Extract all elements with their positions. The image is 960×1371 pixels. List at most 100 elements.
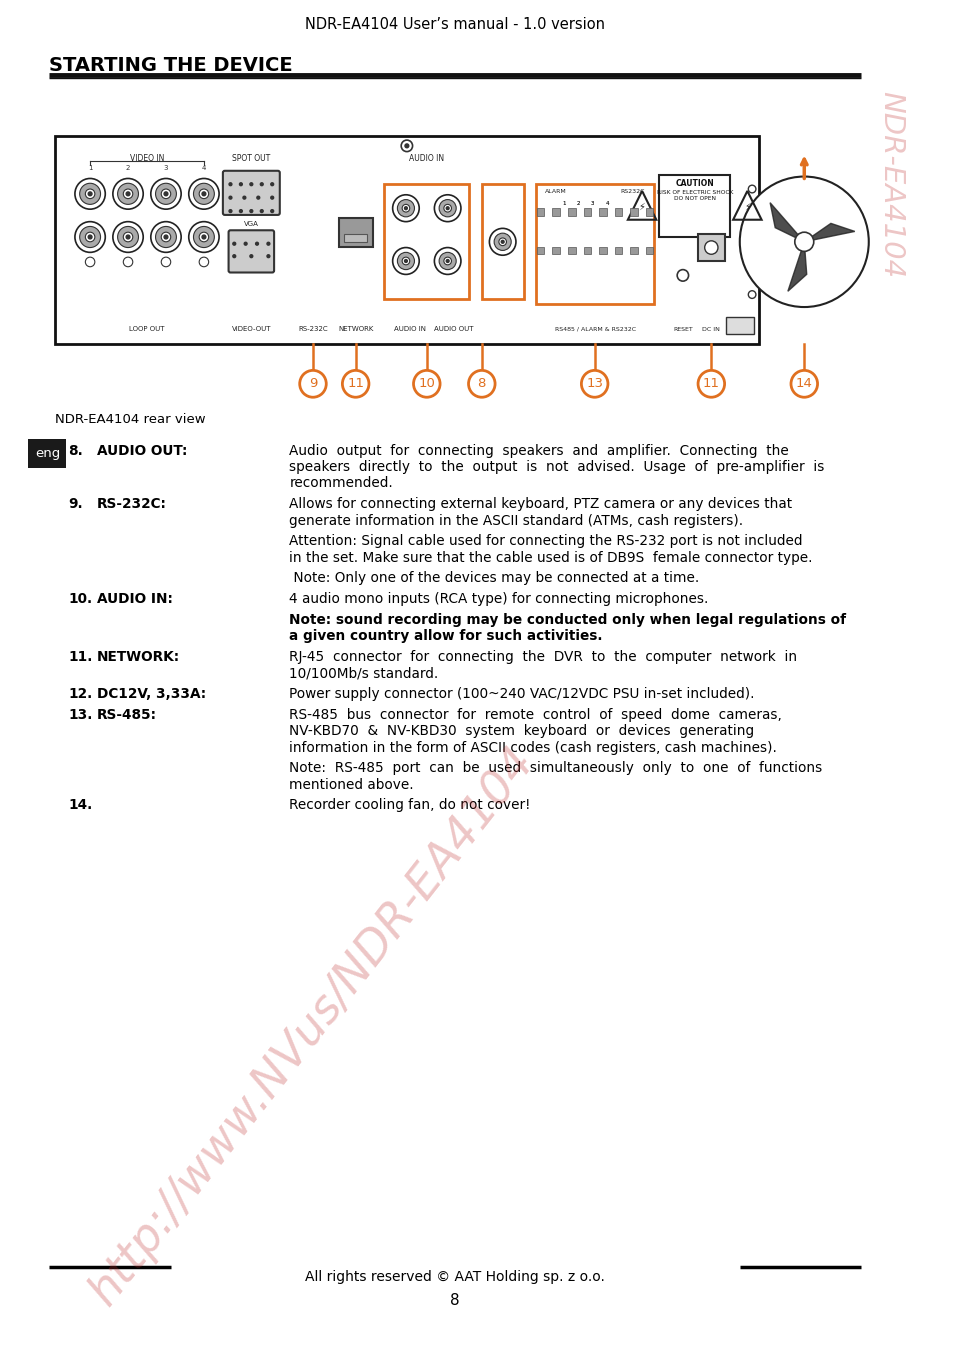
Text: 12.: 12.: [68, 687, 92, 702]
Circle shape: [250, 210, 252, 213]
Bar: [536, 184, 655, 304]
Text: NV-KBD70  &  NV-KBD30  system  keyboard  or  devices  generating: NV-KBD70 & NV-KBD30 system keyboard or d…: [289, 724, 755, 739]
Text: 10: 10: [419, 377, 435, 391]
Circle shape: [161, 189, 171, 199]
Text: AUDIO IN: AUDIO IN: [409, 154, 444, 163]
Text: RS-232C: RS-232C: [299, 326, 327, 332]
Bar: [599, 208, 607, 215]
Circle shape: [194, 226, 214, 248]
Circle shape: [257, 196, 260, 199]
FancyBboxPatch shape: [228, 230, 275, 273]
Bar: [584, 247, 591, 254]
Circle shape: [199, 258, 208, 267]
Circle shape: [405, 144, 409, 148]
Circle shape: [189, 178, 219, 210]
Text: VIDEO-OUT: VIDEO-OUT: [231, 326, 271, 332]
Text: 4: 4: [605, 202, 609, 207]
Circle shape: [402, 204, 410, 213]
Text: 2: 2: [126, 165, 131, 171]
Text: 11: 11: [703, 377, 720, 391]
Circle shape: [88, 192, 92, 196]
Circle shape: [748, 185, 756, 193]
Text: Audio  output  for  connecting  speakers  and  amplifier.  Connecting  the: Audio output for connecting speakers and…: [289, 444, 789, 458]
FancyBboxPatch shape: [223, 171, 279, 215]
Circle shape: [189, 222, 219, 252]
Text: 3: 3: [164, 165, 168, 171]
Bar: [614, 247, 622, 254]
Text: SPOT OUT: SPOT OUT: [232, 154, 271, 163]
Bar: [660, 174, 731, 237]
Text: generate information in the ASCII standard (ATMs, cash registers).: generate information in the ASCII standa…: [289, 514, 743, 528]
Bar: [646, 247, 654, 254]
Bar: [345, 234, 367, 241]
Bar: [552, 208, 560, 215]
Bar: [552, 247, 560, 254]
Bar: [631, 208, 637, 215]
Text: 9: 9: [309, 377, 317, 391]
Circle shape: [250, 255, 252, 258]
Text: 1: 1: [88, 165, 92, 171]
Text: 11: 11: [348, 377, 364, 391]
Circle shape: [243, 196, 246, 199]
Text: 2: 2: [577, 202, 580, 207]
Circle shape: [229, 210, 232, 213]
Circle shape: [85, 189, 95, 199]
Circle shape: [271, 196, 274, 199]
Text: 11.: 11.: [68, 650, 93, 665]
Text: speakers  directly  to  the  output  is  not  advised.  Usage  of  pre-amplifier: speakers directly to the output is not a…: [289, 461, 825, 474]
Text: 9.: 9.: [68, 498, 83, 511]
Circle shape: [748, 291, 756, 299]
Circle shape: [199, 189, 208, 199]
Text: 8: 8: [450, 1293, 460, 1308]
Circle shape: [698, 370, 725, 398]
Text: 3: 3: [591, 202, 594, 207]
Circle shape: [267, 255, 270, 258]
Text: 10.: 10.: [68, 592, 92, 606]
Bar: [726, 317, 754, 335]
Bar: [584, 208, 591, 215]
Text: 13: 13: [587, 377, 603, 391]
Text: AUDIO OUT:: AUDIO OUT:: [97, 444, 187, 458]
Text: RJ-45  connector  for  connecting  the  DVR  to  the  computer  network  in: RJ-45 connector for connecting the DVR t…: [289, 650, 798, 665]
Text: information in the form of ASCII codes (cash registers, cash machines).: information in the form of ASCII codes (…: [289, 740, 778, 754]
Text: 14.: 14.: [68, 798, 92, 813]
Circle shape: [239, 182, 242, 185]
Circle shape: [494, 233, 512, 251]
Circle shape: [202, 234, 205, 239]
Text: Allows for connecting external keyboard, PTZ camera or any devices that: Allows for connecting external keyboard,…: [289, 498, 792, 511]
Circle shape: [113, 178, 143, 210]
Text: AUDIO IN: AUDIO IN: [394, 326, 425, 332]
Text: AUDIO OUT: AUDIO OUT: [434, 326, 474, 332]
Text: Note: sound recording may be conducted only when legal regulations of: Note: sound recording may be conducted o…: [289, 613, 847, 628]
Circle shape: [393, 248, 420, 274]
Circle shape: [434, 195, 461, 222]
Circle shape: [161, 232, 171, 241]
Circle shape: [202, 192, 205, 196]
Circle shape: [501, 240, 504, 243]
Circle shape: [113, 222, 143, 252]
Circle shape: [199, 232, 208, 241]
Circle shape: [402, 258, 410, 265]
Circle shape: [795, 232, 814, 251]
Circle shape: [260, 182, 263, 185]
Circle shape: [740, 177, 869, 307]
Circle shape: [75, 222, 106, 252]
Text: Recorder cooling fan, do not cover!: Recorder cooling fan, do not cover!: [289, 798, 531, 813]
Bar: [599, 247, 607, 254]
Circle shape: [194, 184, 214, 204]
Bar: [614, 208, 622, 215]
Bar: [568, 247, 576, 254]
Bar: [482, 184, 523, 299]
Bar: [568, 208, 576, 215]
Circle shape: [439, 252, 456, 270]
Text: VGA: VGA: [244, 221, 259, 226]
Circle shape: [404, 259, 407, 262]
Text: NDR-EA4104 User’s manual - 1.0 version: NDR-EA4104 User’s manual - 1.0 version: [305, 18, 605, 33]
Circle shape: [126, 234, 130, 239]
Circle shape: [118, 184, 138, 204]
Circle shape: [164, 234, 168, 239]
Circle shape: [444, 258, 451, 265]
Circle shape: [151, 222, 181, 252]
Bar: [631, 247, 637, 254]
Text: DC12V, 3,33A:: DC12V, 3,33A:: [97, 687, 205, 702]
